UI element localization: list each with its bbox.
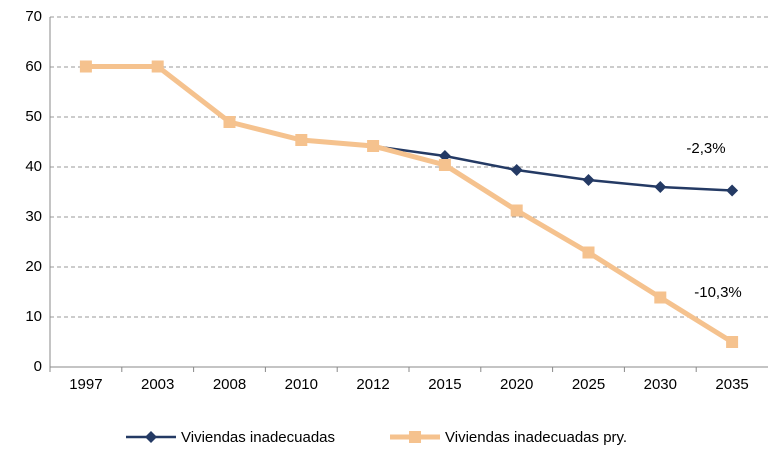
x-tick-label: 1997 — [69, 376, 102, 393]
marker — [726, 336, 739, 348]
legend-marker — [409, 431, 422, 443]
x-tick-label: 2010 — [285, 376, 318, 393]
marker — [510, 204, 523, 217]
x-tick-label: 2012 — [356, 376, 389, 393]
legend-label: Viviendas inadecuadas pry. — [445, 429, 627, 446]
y-tick-label: 50 — [25, 108, 42, 125]
marker — [295, 134, 308, 146]
legend-marker — [145, 431, 157, 443]
marker — [79, 60, 92, 73]
marker — [582, 246, 595, 259]
y-tick-label: 0 — [34, 358, 42, 375]
y-tick-label: 30 — [25, 208, 42, 225]
x-tick-label: 2035 — [715, 376, 748, 393]
legend-label: Viviendas inadecuadas — [181, 429, 335, 446]
y-tick-label: 60 — [25, 58, 42, 75]
x-tick-label: 2020 — [500, 376, 533, 393]
marker — [151, 60, 164, 73]
x-tick-label: 2025 — [572, 376, 605, 393]
annotation: -2,3% — [686, 140, 725, 157]
marker — [654, 181, 667, 193]
y-tick-label: 70 — [25, 8, 42, 25]
marker — [582, 174, 595, 186]
annotation: -10,3% — [694, 284, 742, 301]
marker — [223, 116, 236, 128]
y-tick-label: 20 — [25, 258, 42, 275]
marker — [438, 159, 451, 171]
x-tick-label: 2030 — [644, 376, 677, 393]
x-tick-label: 2008 — [213, 376, 246, 393]
marker — [510, 164, 523, 176]
y-tick-label: 40 — [25, 158, 42, 175]
marker — [654, 291, 667, 304]
marker — [726, 184, 739, 197]
x-tick-label: 2003 — [141, 376, 174, 393]
series-line — [85, 64, 734, 345]
x-tick-label: 2015 — [428, 376, 461, 393]
y-tick-label: 10 — [25, 308, 42, 325]
marker — [367, 140, 380, 152]
